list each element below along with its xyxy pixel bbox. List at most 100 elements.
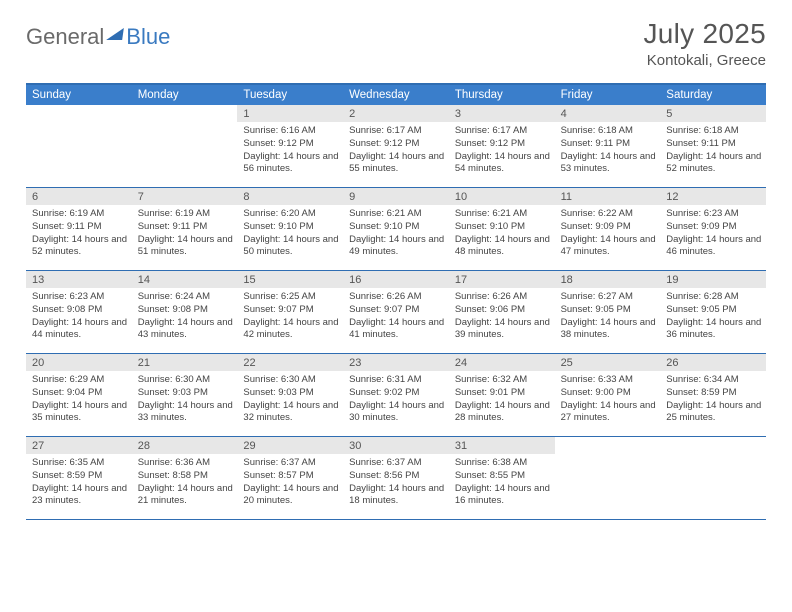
- calendar-cell: 2Sunrise: 6:17 AMSunset: 9:12 PMDaylight…: [343, 105, 449, 187]
- logo-triangle-icon: [106, 28, 124, 40]
- sunrise-line: Sunrise: 6:35 AM: [32, 457, 128, 470]
- day-details: Sunrise: 6:30 AMSunset: 9:03 PMDaylight:…: [237, 371, 343, 429]
- weekday-header: Wednesday: [343, 85, 449, 105]
- sunrise-line: Sunrise: 6:23 AM: [32, 291, 128, 304]
- day-number: 23: [343, 354, 449, 371]
- sunset-line: Sunset: 9:02 PM: [349, 387, 445, 400]
- calendar-cell: 14Sunrise: 6:24 AMSunset: 9:08 PMDayligh…: [132, 271, 238, 353]
- calendar-week: 6Sunrise: 6:19 AMSunset: 9:11 PMDaylight…: [26, 188, 766, 271]
- daylight-line: Daylight: 14 hours and 52 minutes.: [32, 234, 128, 260]
- day-number: 16: [343, 271, 449, 288]
- sunrise-line: Sunrise: 6:32 AM: [455, 374, 551, 387]
- sunrise-line: Sunrise: 6:18 AM: [561, 125, 657, 138]
- daylight-line: Daylight: 14 hours and 21 minutes.: [138, 483, 234, 509]
- sunrise-line: Sunrise: 6:17 AM: [349, 125, 445, 138]
- day-number: 28: [132, 437, 238, 454]
- calendar-cell: 11Sunrise: 6:22 AMSunset: 9:09 PMDayligh…: [555, 188, 661, 270]
- day-details: Sunrise: 6:24 AMSunset: 9:08 PMDaylight:…: [132, 288, 238, 346]
- calendar-cell: 19Sunrise: 6:28 AMSunset: 9:05 PMDayligh…: [660, 271, 766, 353]
- daylight-line: Daylight: 14 hours and 46 minutes.: [666, 234, 762, 260]
- daylight-line: Daylight: 14 hours and 44 minutes.: [32, 317, 128, 343]
- daylight-line: Daylight: 14 hours and 16 minutes.: [455, 483, 551, 509]
- day-details: Sunrise: 6:35 AMSunset: 8:59 PMDaylight:…: [26, 454, 132, 512]
- day-details: Sunrise: 6:21 AMSunset: 9:10 PMDaylight:…: [343, 205, 449, 263]
- calendar-cell: 26Sunrise: 6:34 AMSunset: 8:59 PMDayligh…: [660, 354, 766, 436]
- day-number: 20: [26, 354, 132, 371]
- daylight-line: Daylight: 14 hours and 39 minutes.: [455, 317, 551, 343]
- day-number: 6: [26, 188, 132, 205]
- weekday-header: Thursday: [449, 85, 555, 105]
- sunset-line: Sunset: 9:07 PM: [349, 304, 445, 317]
- sunset-line: Sunset: 9:04 PM: [32, 387, 128, 400]
- sunset-line: Sunset: 9:08 PM: [32, 304, 128, 317]
- daylight-line: Daylight: 14 hours and 54 minutes.: [455, 151, 551, 177]
- header: General Blue July 2025 Kontokali, Greece: [26, 18, 766, 69]
- day-details: Sunrise: 6:38 AMSunset: 8:55 PMDaylight:…: [449, 454, 555, 512]
- calendar-cell: 31Sunrise: 6:38 AMSunset: 8:55 PMDayligh…: [449, 437, 555, 519]
- sunset-line: Sunset: 9:12 PM: [455, 138, 551, 151]
- day-number: 24: [449, 354, 555, 371]
- daylight-line: Daylight: 14 hours and 55 minutes.: [349, 151, 445, 177]
- calendar-week: 20Sunrise: 6:29 AMSunset: 9:04 PMDayligh…: [26, 354, 766, 437]
- day-details: Sunrise: 6:32 AMSunset: 9:01 PMDaylight:…: [449, 371, 555, 429]
- day-details: Sunrise: 6:26 AMSunset: 9:07 PMDaylight:…: [343, 288, 449, 346]
- calendar-cell: 20Sunrise: 6:29 AMSunset: 9:04 PMDayligh…: [26, 354, 132, 436]
- day-details: Sunrise: 6:30 AMSunset: 9:03 PMDaylight:…: [132, 371, 238, 429]
- daylight-line: Daylight: 14 hours and 28 minutes.: [455, 400, 551, 426]
- sunset-line: Sunset: 9:12 PM: [243, 138, 339, 151]
- weekday-header: Saturday: [660, 85, 766, 105]
- daylight-line: Daylight: 14 hours and 32 minutes.: [243, 400, 339, 426]
- day-number: 1: [237, 105, 343, 122]
- sunset-line: Sunset: 9:09 PM: [666, 221, 762, 234]
- day-number: 18: [555, 271, 661, 288]
- calendar-week: 1Sunrise: 6:16 AMSunset: 9:12 PMDaylight…: [26, 105, 766, 188]
- day-number: 13: [26, 271, 132, 288]
- day-number: 14: [132, 271, 238, 288]
- calendar-cell: 7Sunrise: 6:19 AMSunset: 9:11 PMDaylight…: [132, 188, 238, 270]
- sunrise-line: Sunrise: 6:37 AM: [243, 457, 339, 470]
- day-details: Sunrise: 6:21 AMSunset: 9:10 PMDaylight:…: [449, 205, 555, 263]
- sunrise-line: Sunrise: 6:33 AM: [561, 374, 657, 387]
- day-details: Sunrise: 6:25 AMSunset: 9:07 PMDaylight:…: [237, 288, 343, 346]
- sunset-line: Sunset: 9:10 PM: [349, 221, 445, 234]
- weekday-header: Monday: [132, 85, 238, 105]
- sunrise-line: Sunrise: 6:31 AM: [349, 374, 445, 387]
- sunrise-line: Sunrise: 6:28 AM: [666, 291, 762, 304]
- day-number: 27: [26, 437, 132, 454]
- day-details: Sunrise: 6:34 AMSunset: 8:59 PMDaylight:…: [660, 371, 766, 429]
- day-details: Sunrise: 6:23 AMSunset: 9:08 PMDaylight:…: [26, 288, 132, 346]
- weekday-header: Sunday: [26, 85, 132, 105]
- calendar-cell: 1Sunrise: 6:16 AMSunset: 9:12 PMDaylight…: [237, 105, 343, 187]
- calendar-cell: 18Sunrise: 6:27 AMSunset: 9:05 PMDayligh…: [555, 271, 661, 353]
- sunrise-line: Sunrise: 6:37 AM: [349, 457, 445, 470]
- sunset-line: Sunset: 9:12 PM: [349, 138, 445, 151]
- sunset-line: Sunset: 9:09 PM: [561, 221, 657, 234]
- calendar-cell-empty: [660, 437, 766, 519]
- day-number: 15: [237, 271, 343, 288]
- sunrise-line: Sunrise: 6:17 AM: [455, 125, 551, 138]
- day-number: 25: [555, 354, 661, 371]
- daylight-line: Daylight: 14 hours and 56 minutes.: [243, 151, 339, 177]
- sunrise-line: Sunrise: 6:23 AM: [666, 208, 762, 221]
- calendar-cell-empty: [132, 105, 238, 187]
- logo-text-blue: Blue: [126, 24, 170, 50]
- daylight-line: Daylight: 14 hours and 20 minutes.: [243, 483, 339, 509]
- calendar-cell: 23Sunrise: 6:31 AMSunset: 9:02 PMDayligh…: [343, 354, 449, 436]
- day-number: 21: [132, 354, 238, 371]
- daylight-line: Daylight: 14 hours and 35 minutes.: [32, 400, 128, 426]
- day-number: 8: [237, 188, 343, 205]
- day-details: Sunrise: 6:17 AMSunset: 9:12 PMDaylight:…: [449, 122, 555, 180]
- calendar-cell: 28Sunrise: 6:36 AMSunset: 8:58 PMDayligh…: [132, 437, 238, 519]
- calendar-cell: 22Sunrise: 6:30 AMSunset: 9:03 PMDayligh…: [237, 354, 343, 436]
- daylight-line: Daylight: 14 hours and 48 minutes.: [455, 234, 551, 260]
- calendar-cell: 4Sunrise: 6:18 AMSunset: 9:11 PMDaylight…: [555, 105, 661, 187]
- sunrise-line: Sunrise: 6:19 AM: [138, 208, 234, 221]
- calendar-cell-empty: [555, 437, 661, 519]
- sunrise-line: Sunrise: 6:21 AM: [455, 208, 551, 221]
- calendar-cell: 21Sunrise: 6:30 AMSunset: 9:03 PMDayligh…: [132, 354, 238, 436]
- sunset-line: Sunset: 9:00 PM: [561, 387, 657, 400]
- calendar-body: 1Sunrise: 6:16 AMSunset: 9:12 PMDaylight…: [26, 105, 766, 520]
- sunrise-line: Sunrise: 6:26 AM: [455, 291, 551, 304]
- sunrise-line: Sunrise: 6:21 AM: [349, 208, 445, 221]
- day-details: Sunrise: 6:29 AMSunset: 9:04 PMDaylight:…: [26, 371, 132, 429]
